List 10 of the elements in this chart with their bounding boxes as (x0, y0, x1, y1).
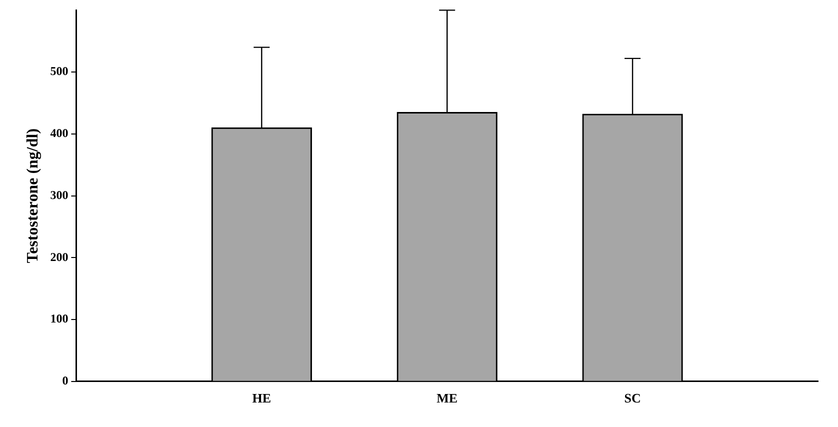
y-tick-label: 0 (62, 373, 68, 388)
x-tick-label: SC (624, 390, 641, 406)
y-tick-label: 100 (50, 312, 68, 326)
y-tick-label: 300 (50, 188, 68, 202)
y-tick-label: 200 (50, 250, 68, 264)
x-tick-label: ME (436, 390, 458, 406)
y-axis-title: Testosterone (ng/dl) (24, 128, 42, 264)
y-tick-label: 400 (50, 126, 68, 140)
y-tick-label: 500 (50, 64, 68, 78)
x-tick-label: HE (252, 390, 272, 406)
